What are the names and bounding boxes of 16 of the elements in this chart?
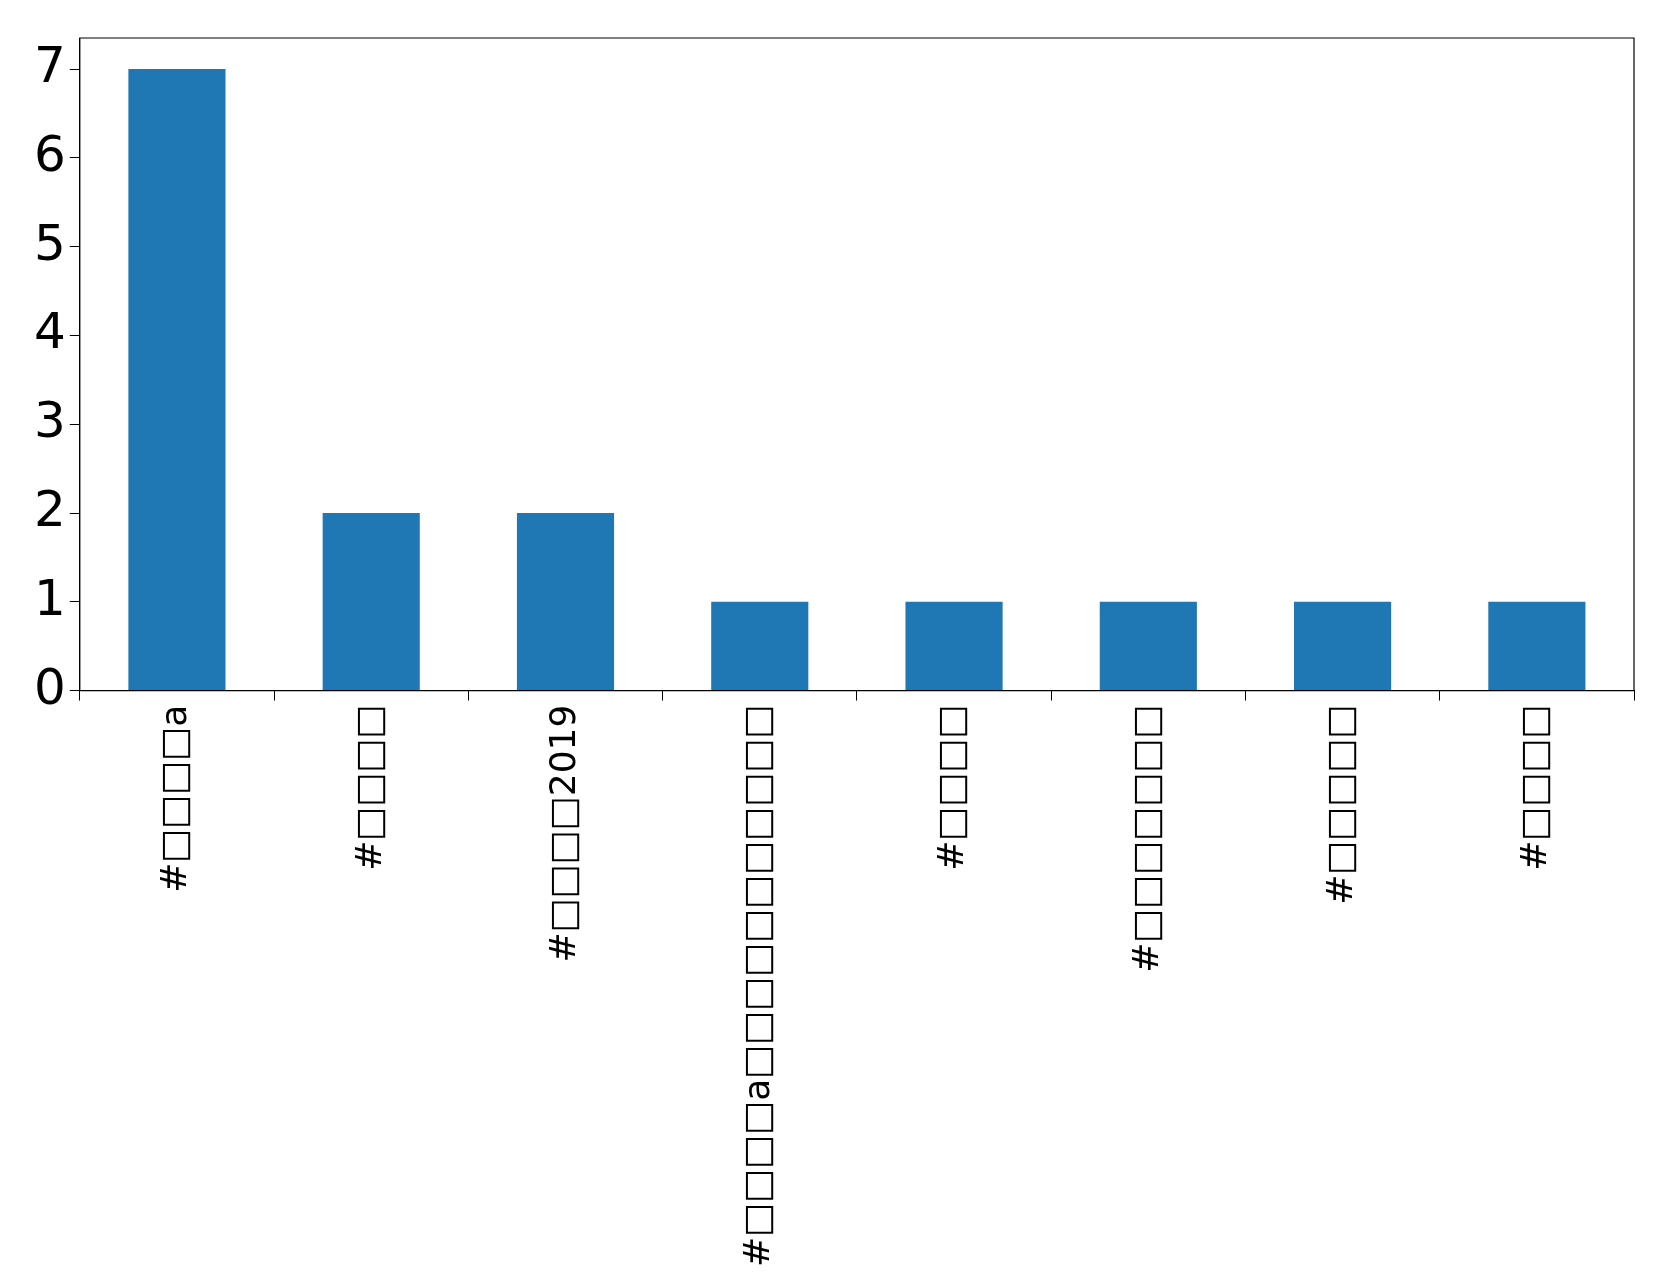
y-tick-label: 2 [34, 479, 66, 538]
x-tick-label: #□□□□ [930, 704, 972, 871]
y-tick-label: 6 [34, 124, 66, 183]
x-tick-label: #□□□□2019 [541, 704, 583, 963]
x-tick-label: #□□□□ [347, 704, 389, 871]
x-tick-label: #□□□□□ [1318, 704, 1360, 905]
y-tick-label: 0 [34, 657, 66, 716]
y-tick-label: 1 [34, 568, 66, 627]
y-tick-label: 7 [34, 36, 66, 95]
x-tick-label: #□□□□a [153, 704, 195, 893]
x-tick-label: #□□□□□□□ [1124, 704, 1166, 973]
x-tick-label: #□□□□a□□□□□□□□□□□ [736, 704, 778, 1268]
y-tick-label: 4 [34, 302, 66, 361]
y-tick-label: 5 [34, 213, 66, 272]
x-tick-label: #□□□□ [1513, 704, 1555, 871]
y-tick-label: 3 [34, 391, 66, 450]
